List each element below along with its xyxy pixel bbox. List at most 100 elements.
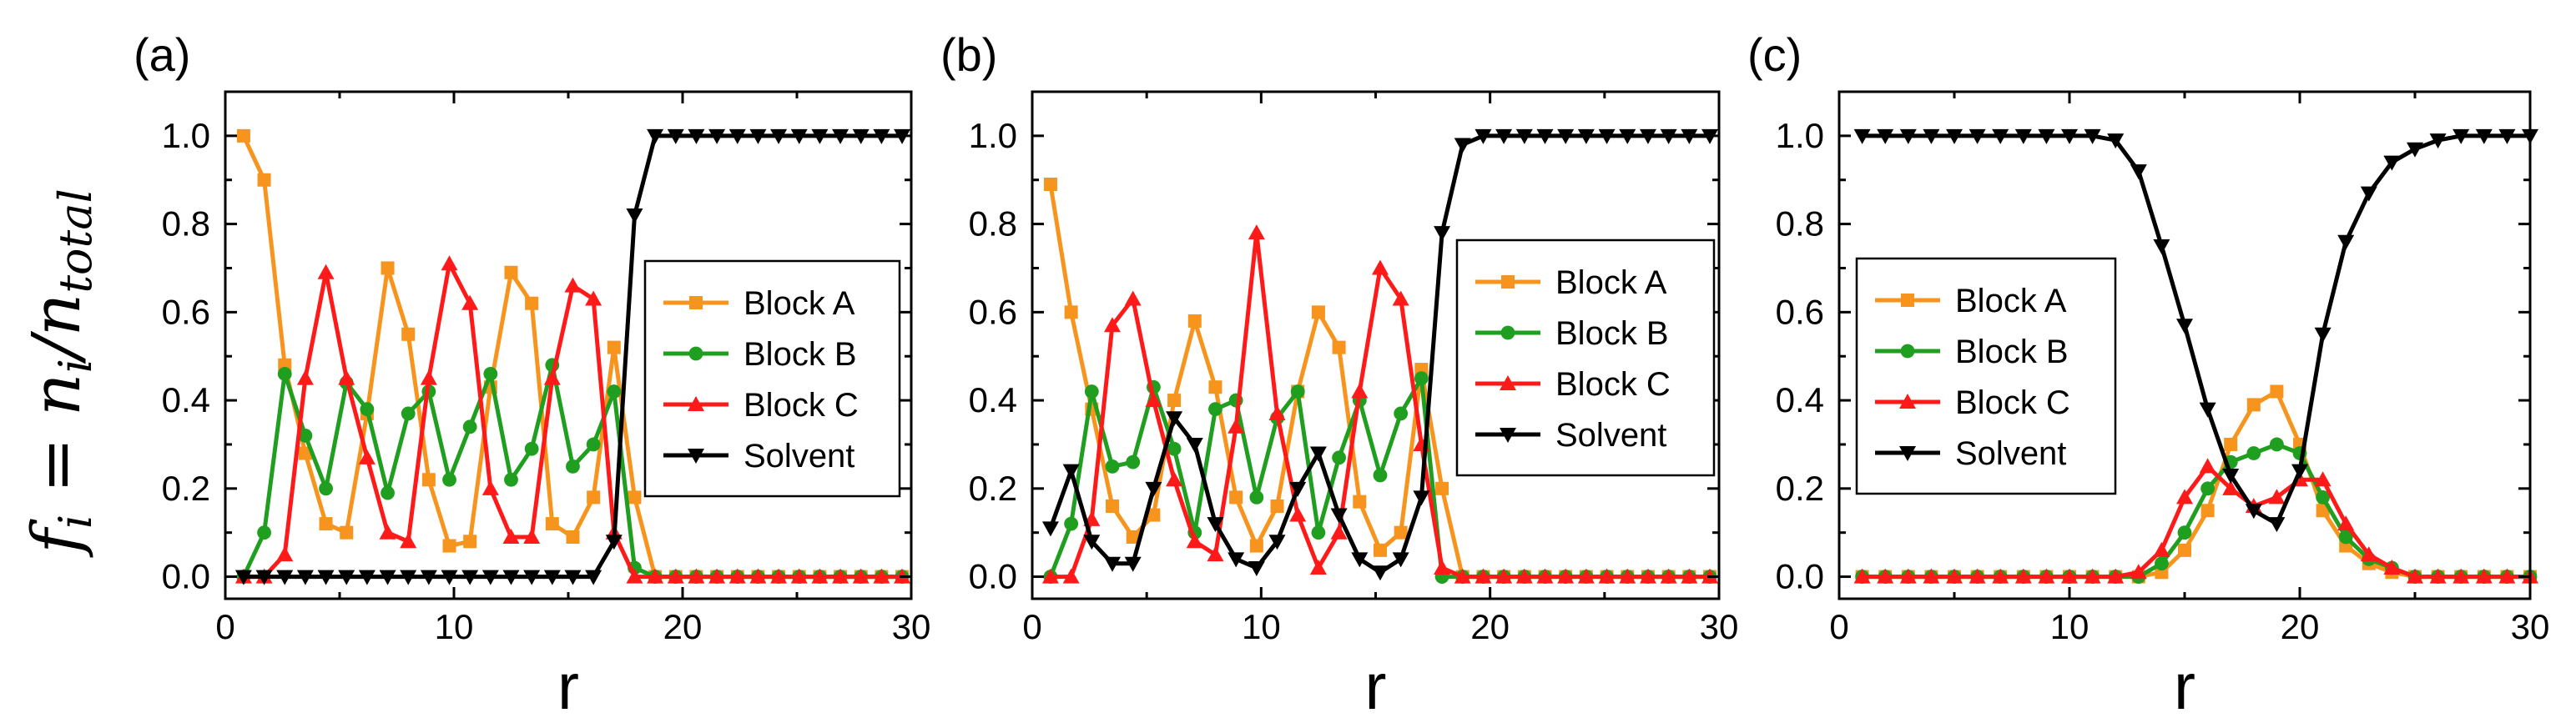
data-point <box>400 533 417 549</box>
legend-item: Block C <box>1475 366 1671 403</box>
x-axis-title: r <box>2174 650 2195 723</box>
legend-marker <box>1901 294 1914 307</box>
y-tick-label: 1.0 <box>1776 116 1824 155</box>
data-point <box>2314 471 2332 487</box>
legend-label: Block A <box>744 285 855 322</box>
data-point <box>379 524 396 540</box>
y-tick-label: 0.2 <box>1776 469 1824 508</box>
data-point <box>1105 459 1120 474</box>
data-point <box>317 264 335 279</box>
data-point <box>255 570 273 585</box>
data-point <box>1167 441 1182 456</box>
y-tick-label: 0.6 <box>162 292 210 331</box>
legend-item: Block C <box>1875 384 2070 421</box>
data-point <box>2498 568 2516 584</box>
y-tick-label: 0.4 <box>969 380 1017 419</box>
y-tick-label: 0.2 <box>162 469 210 508</box>
data-point <box>728 128 746 144</box>
data-point <box>728 568 746 584</box>
data-point <box>1270 499 1284 513</box>
data-point <box>1598 128 1616 144</box>
data-point <box>234 570 252 585</box>
data-point <box>1043 178 1057 192</box>
data-point <box>1515 568 1533 584</box>
data-point <box>524 441 539 456</box>
data-point <box>1228 418 1245 434</box>
panel-label: (c) <box>1747 28 1802 81</box>
x-tick-label: 0 <box>215 607 234 646</box>
data-point <box>2498 128 2516 144</box>
data-point <box>1268 404 1286 420</box>
data-point <box>749 128 767 144</box>
data-point <box>545 517 559 531</box>
data-point <box>2061 568 2078 584</box>
data-point <box>463 535 477 549</box>
data-point <box>811 128 829 144</box>
data-point <box>1371 259 1389 275</box>
y-axis-title: fi = ni/ntotal <box>18 188 102 557</box>
data-point <box>2038 568 2055 584</box>
legend-label: Block B <box>1555 315 1669 352</box>
data-point <box>1394 406 1409 421</box>
data-point <box>1577 568 1595 584</box>
data-point <box>708 568 726 584</box>
data-point <box>1268 535 1286 550</box>
data-point <box>381 485 395 500</box>
data-point <box>1290 384 1305 399</box>
data-point <box>360 402 375 417</box>
legend-marker <box>1900 344 1915 359</box>
data-point <box>2130 564 2147 580</box>
legend-marker <box>689 296 703 309</box>
x-tick-label: 10 <box>2050 607 2090 646</box>
legend-label: Solvent <box>744 438 854 474</box>
y-tick-label: 0.0 <box>162 557 210 596</box>
data-point <box>504 472 518 487</box>
data-point <box>2338 530 2353 545</box>
legend-label: Block C <box>1955 384 2070 421</box>
data-point <box>811 568 829 584</box>
data-point <box>1435 481 1449 495</box>
x-tick-label: 10 <box>435 607 474 646</box>
data-point <box>688 128 705 144</box>
data-point <box>504 265 518 279</box>
data-point <box>1083 535 1101 550</box>
data-point <box>585 290 602 306</box>
data-point <box>2153 541 2170 557</box>
data-point <box>1681 568 1698 584</box>
data-point <box>1330 524 1348 540</box>
data-point <box>2155 556 2169 571</box>
x-tick-label: 30 <box>892 607 931 646</box>
data-point <box>2337 515 2355 531</box>
data-point <box>1681 128 1698 144</box>
legend-label: Block A <box>1555 264 1667 301</box>
data-point <box>790 568 808 584</box>
legend-item: Solvent <box>1475 417 1666 454</box>
data-point <box>1853 568 1871 584</box>
x-tick-label: 30 <box>1700 607 1739 646</box>
data-point <box>1104 317 1122 333</box>
data-point <box>1289 506 1307 522</box>
legend-label: Solvent <box>1955 435 2066 472</box>
data-point <box>441 570 458 585</box>
y-tick-label: 0.4 <box>1776 380 1824 419</box>
data-point <box>2452 568 2470 584</box>
data-point <box>2337 234 2355 250</box>
data-point <box>605 535 623 550</box>
data-point <box>1330 508 1348 524</box>
x-tick-label: 30 <box>2511 607 2550 646</box>
data-point <box>1248 560 1265 576</box>
data-point <box>1373 543 1387 557</box>
data-point <box>770 128 788 144</box>
y-tick-label: 1.0 <box>162 116 210 155</box>
data-point <box>523 528 541 544</box>
data-point <box>2270 384 2284 399</box>
data-point <box>586 437 601 452</box>
data-point <box>2176 319 2193 334</box>
data-point <box>1064 516 1079 531</box>
data-point <box>1373 468 1388 483</box>
legend-label: Solvent <box>1555 417 1666 454</box>
data-point <box>1207 517 1224 533</box>
y-tick-label: 0.2 <box>969 469 1017 508</box>
